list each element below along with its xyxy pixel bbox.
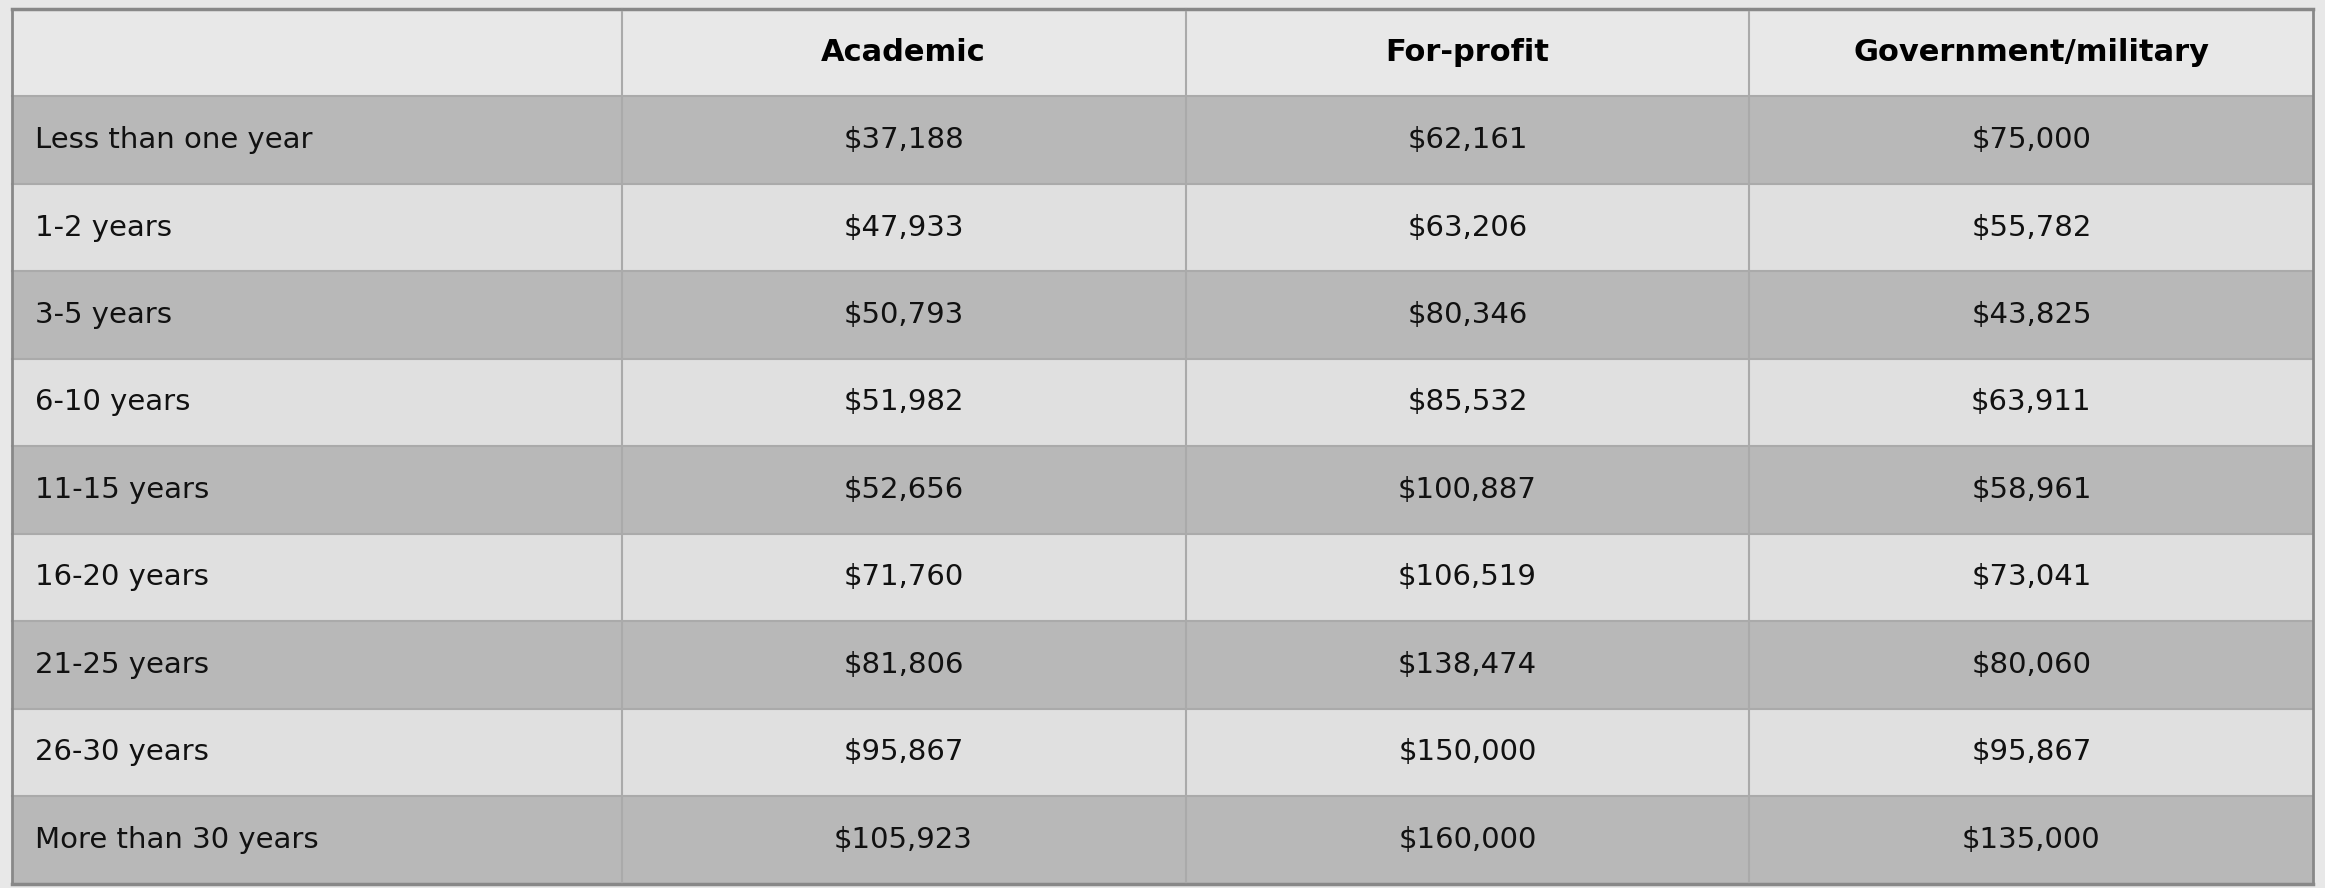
Text: $80,346: $80,346 <box>1407 301 1528 329</box>
Text: 6-10 years: 6-10 years <box>35 388 191 416</box>
Text: 16-20 years: 16-20 years <box>35 563 209 591</box>
Bar <box>12 622 621 709</box>
Bar <box>621 97 1186 184</box>
Text: $95,867: $95,867 <box>1972 738 2092 766</box>
Bar <box>1748 9 2313 97</box>
Text: $47,933: $47,933 <box>844 213 965 242</box>
Text: $43,825: $43,825 <box>1972 301 2092 329</box>
Text: $50,793: $50,793 <box>844 301 963 329</box>
Text: More than 30 years: More than 30 years <box>35 826 319 854</box>
Text: Less than one year: Less than one year <box>35 126 312 155</box>
Text: $160,000: $160,000 <box>1397 826 1537 854</box>
Text: $138,474: $138,474 <box>1397 651 1537 679</box>
Bar <box>1748 447 2313 534</box>
Text: Government/military: Government/military <box>1853 38 2209 67</box>
Bar <box>1186 9 1748 97</box>
Text: $80,060: $80,060 <box>1972 651 2092 679</box>
Bar <box>621 359 1186 447</box>
Text: $58,961: $58,961 <box>1972 476 2092 504</box>
Text: $95,867: $95,867 <box>844 738 965 766</box>
Bar <box>621 797 1186 884</box>
Bar <box>621 709 1186 797</box>
Text: $106,519: $106,519 <box>1397 563 1537 591</box>
Text: $85,532: $85,532 <box>1407 388 1528 416</box>
Bar <box>1748 709 2313 797</box>
Bar <box>621 447 1186 534</box>
Bar <box>621 272 1186 359</box>
Bar <box>12 797 621 884</box>
Bar <box>621 9 1186 97</box>
Text: 11-15 years: 11-15 years <box>35 476 209 504</box>
Bar <box>1186 709 1748 797</box>
Text: $73,041: $73,041 <box>1972 563 2092 591</box>
Bar <box>1748 797 2313 884</box>
Text: $62,161: $62,161 <box>1407 126 1528 155</box>
Bar <box>12 359 621 447</box>
Bar <box>1186 184 1748 272</box>
Bar <box>1186 797 1748 884</box>
Bar <box>1748 359 2313 447</box>
Text: $135,000: $135,000 <box>1962 826 2102 854</box>
Bar <box>12 9 621 97</box>
Text: $37,188: $37,188 <box>844 126 965 155</box>
Bar <box>12 184 621 272</box>
Text: 26-30 years: 26-30 years <box>35 738 209 766</box>
Bar <box>1748 622 2313 709</box>
Text: 3-5 years: 3-5 years <box>35 301 172 329</box>
Bar <box>621 184 1186 272</box>
Bar <box>621 622 1186 709</box>
Bar <box>1748 272 2313 359</box>
Bar <box>1186 97 1748 184</box>
Bar <box>12 447 621 534</box>
Text: $52,656: $52,656 <box>844 476 963 504</box>
Text: $63,911: $63,911 <box>1972 388 2092 416</box>
Text: $81,806: $81,806 <box>844 651 965 679</box>
Bar <box>12 709 621 797</box>
Text: $100,887: $100,887 <box>1397 476 1537 504</box>
Text: $71,760: $71,760 <box>844 563 963 591</box>
Text: $105,923: $105,923 <box>835 826 972 854</box>
Bar <box>12 97 621 184</box>
Bar <box>1186 534 1748 622</box>
Bar <box>1186 272 1748 359</box>
Bar <box>621 534 1186 622</box>
Text: $55,782: $55,782 <box>1972 213 2092 242</box>
Bar <box>12 534 621 622</box>
Bar <box>1186 622 1748 709</box>
Text: Academic: Academic <box>821 38 986 67</box>
Text: $75,000: $75,000 <box>1972 126 2092 155</box>
Text: For-profit: For-profit <box>1386 38 1548 67</box>
Text: 1-2 years: 1-2 years <box>35 213 172 242</box>
Bar <box>1186 359 1748 447</box>
Text: $51,982: $51,982 <box>844 388 965 416</box>
Bar <box>1748 534 2313 622</box>
Bar <box>1748 184 2313 272</box>
Bar <box>12 272 621 359</box>
Text: 21-25 years: 21-25 years <box>35 651 209 679</box>
Bar <box>1748 97 2313 184</box>
Text: $63,206: $63,206 <box>1407 213 1528 242</box>
Text: $150,000: $150,000 <box>1397 738 1537 766</box>
Bar <box>1186 447 1748 534</box>
